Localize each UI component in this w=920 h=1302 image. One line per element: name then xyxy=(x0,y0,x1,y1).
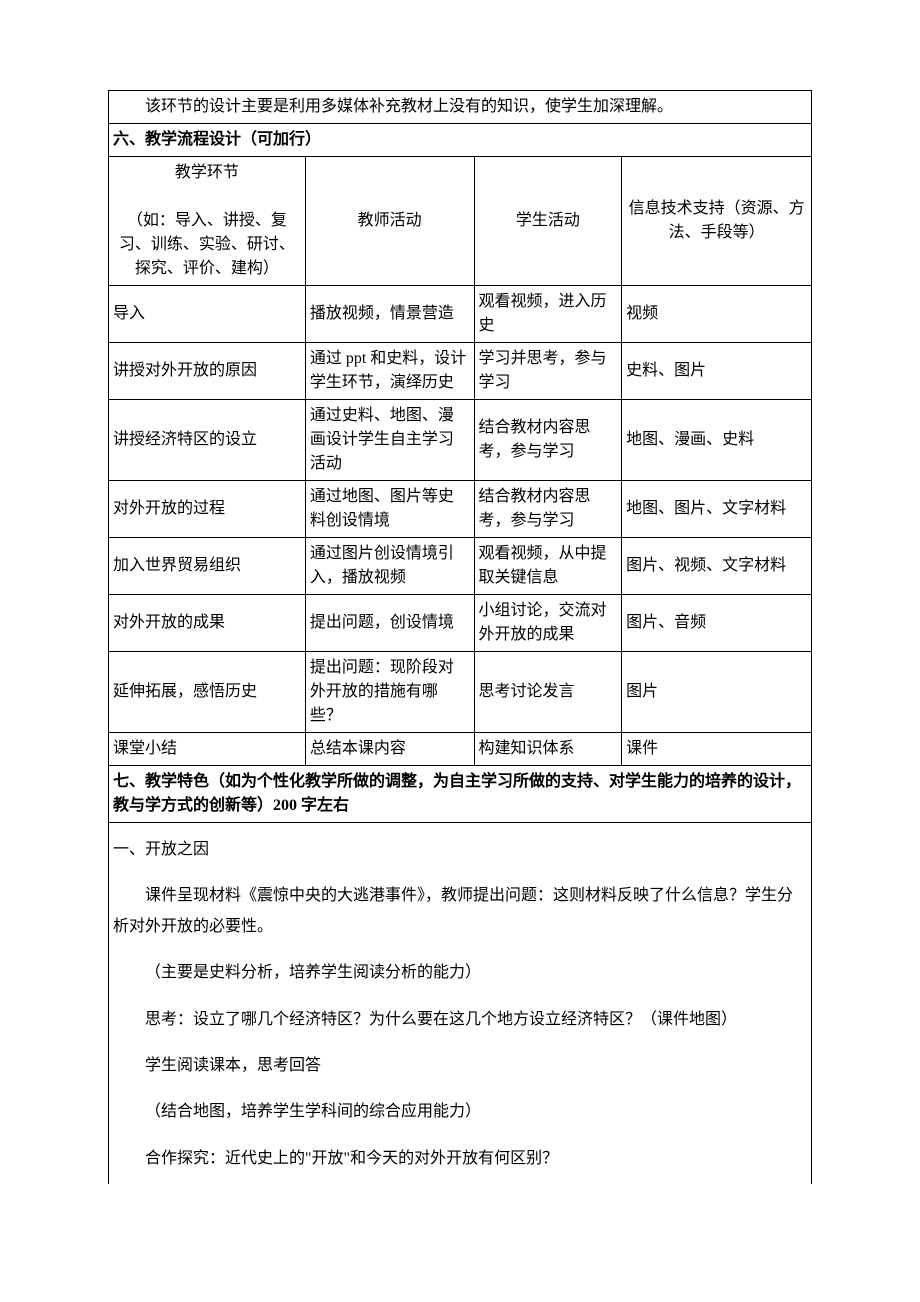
table-row: 加入世界贸易组织 通过图片创设情境引入，播放视频 观看视频，从中提取关键信息 图… xyxy=(109,538,812,595)
cell-c4: 史料、图片 xyxy=(622,343,812,400)
cell-c3: 观看视频，进入历史 xyxy=(474,286,622,343)
table-row: 讲授经济特区的设立 通过史料、地图、漫画设计学生自主学习活动 结合教材内容思考，… xyxy=(109,400,812,481)
body-p6: （结合地图，培养学生学科间的综合应用能力） xyxy=(113,1097,807,1127)
cell-c1: 对外开放的成果 xyxy=(109,595,306,652)
body-content: 一、开放之因 课件呈现材料《震惊中央的大逃港事件》，教师提出问题：这则材料反映了… xyxy=(109,823,812,1185)
cell-c2: 通过地图、图片等史料创设情境 xyxy=(305,481,474,538)
cell-c4: 地图、漫画、史料 xyxy=(622,400,812,481)
table-header-row: 教学环节 （如：导入、讲授、复习、训练、实验、研讨、探究、评价、建构） 教师活动… xyxy=(109,157,812,286)
cell-c1: 导入 xyxy=(109,286,306,343)
body-text-row: 一、开放之因 课件呈现材料《震惊中央的大逃港事件》，教师提出问题：这则材料反映了… xyxy=(109,823,812,1185)
cell-c4: 视频 xyxy=(622,286,812,343)
section7-header: 七、教学特色（如为个性化教学所做的调整，为自主学习所做的支持、对学生能力的培养的… xyxy=(109,766,812,823)
cell-c4: 课件 xyxy=(622,733,812,766)
cell-c2: 提出问题：现阶段对外开放的措施有哪些？ xyxy=(305,652,474,733)
header-col4: 信息技术支持（资源、方法、手段等） xyxy=(622,157,812,286)
cell-c2: 提出问题，创设情境 xyxy=(305,595,474,652)
section6-header-row: 六、教学流程设计（可加行） xyxy=(109,124,812,157)
table-row: 导入 播放视频，情景营造 观看视频，进入历史 视频 xyxy=(109,286,812,343)
cell-c1: 讲授经济特区的设立 xyxy=(109,400,306,481)
cell-c4: 图片 xyxy=(622,652,812,733)
header-col2: 教师活动 xyxy=(305,157,474,286)
cell-c1: 对外开放的过程 xyxy=(109,481,306,538)
body-p7: 合作探究：近代史上的"开放"和今天的对外开放有何区别？ xyxy=(113,1144,807,1174)
section6-header: 六、教学流程设计（可加行） xyxy=(109,124,812,157)
cell-c3: 结合教材内容思考，参与学习 xyxy=(474,400,622,481)
body-p4: 思考：设立了哪几个经济特区？为什么要在这几个地方设立经济特区？（课件地图） xyxy=(113,1005,807,1035)
cell-c3: 学习并思考，参与学习 xyxy=(474,343,622,400)
body-p5: 学生阅读课本，思考回答 xyxy=(113,1051,807,1081)
cell-c2: 通过 ppt 和史料，设计学生环节，演绎历史 xyxy=(305,343,474,400)
cell-c2: 通过图片创设情境引入，播放视频 xyxy=(305,538,474,595)
cell-c3: 思考讨论发言 xyxy=(474,652,622,733)
cell-c4: 地图、图片、文字材料 xyxy=(622,481,812,538)
table-row: 对外开放的过程 通过地图、图片等史料创设情境 结合教材内容思考，参与学习 地图、… xyxy=(109,481,812,538)
intro-row: 该环节的设计主要是利用多媒体补充教材上没有的知识，使学生加深理解。 xyxy=(109,91,812,124)
cell-c2: 播放视频，情景营造 xyxy=(305,286,474,343)
header-col1: 教学环节 （如：导入、讲授、复习、训练、实验、研讨、探究、评价、建构） xyxy=(109,157,306,286)
table-row: 延伸拓展，感悟历史 提出问题：现阶段对外开放的措施有哪些？ 思考讨论发言 图片 xyxy=(109,652,812,733)
body-p2: 课件呈现材料《震惊中央的大逃港事件》，教师提出问题：这则材料反映了什么信息？学生… xyxy=(113,881,807,942)
cell-c3: 构建知识体系 xyxy=(474,733,622,766)
table-row: 讲授对外开放的原因 通过 ppt 和史料，设计学生环节，演绎历史 学习并思考，参… xyxy=(109,343,812,400)
cell-c3: 结合教材内容思考，参与学习 xyxy=(474,481,622,538)
cell-c1: 加入世界贸易组织 xyxy=(109,538,306,595)
cell-c3: 观看视频，从中提取关键信息 xyxy=(474,538,622,595)
cell-c1: 课堂小结 xyxy=(109,733,306,766)
lesson-plan-table: 该环节的设计主要是利用多媒体补充教材上没有的知识，使学生加深理解。 六、教学流程… xyxy=(108,90,812,1184)
body-p3: （主要是史料分析，培养学生阅读分析的能力） xyxy=(113,958,807,988)
cell-c1: 延伸拓展，感悟历史 xyxy=(109,652,306,733)
cell-c3: 小组讨论，交流对外开放的成果 xyxy=(474,595,622,652)
header-col3: 学生活动 xyxy=(474,157,622,286)
cell-c4: 图片、视频、文字材料 xyxy=(622,538,812,595)
table-row: 对外开放的成果 提出问题，创设情境 小组讨论，交流对外开放的成果 图片、音频 xyxy=(109,595,812,652)
table-row: 课堂小结 总结本课内容 构建知识体系 课件 xyxy=(109,733,812,766)
body-p1: 一、开放之因 xyxy=(113,835,807,865)
cell-c1: 讲授对外开放的原因 xyxy=(109,343,306,400)
cell-c2: 总结本课内容 xyxy=(305,733,474,766)
cell-c4: 图片、音频 xyxy=(622,595,812,652)
section7-header-row: 七、教学特色（如为个性化教学所做的调整，为自主学习所做的支持、对学生能力的培养的… xyxy=(109,766,812,823)
cell-c2: 通过史料、地图、漫画设计学生自主学习活动 xyxy=(305,400,474,481)
intro-text: 该环节的设计主要是利用多媒体补充教材上没有的知识，使学生加深理解。 xyxy=(109,91,812,124)
